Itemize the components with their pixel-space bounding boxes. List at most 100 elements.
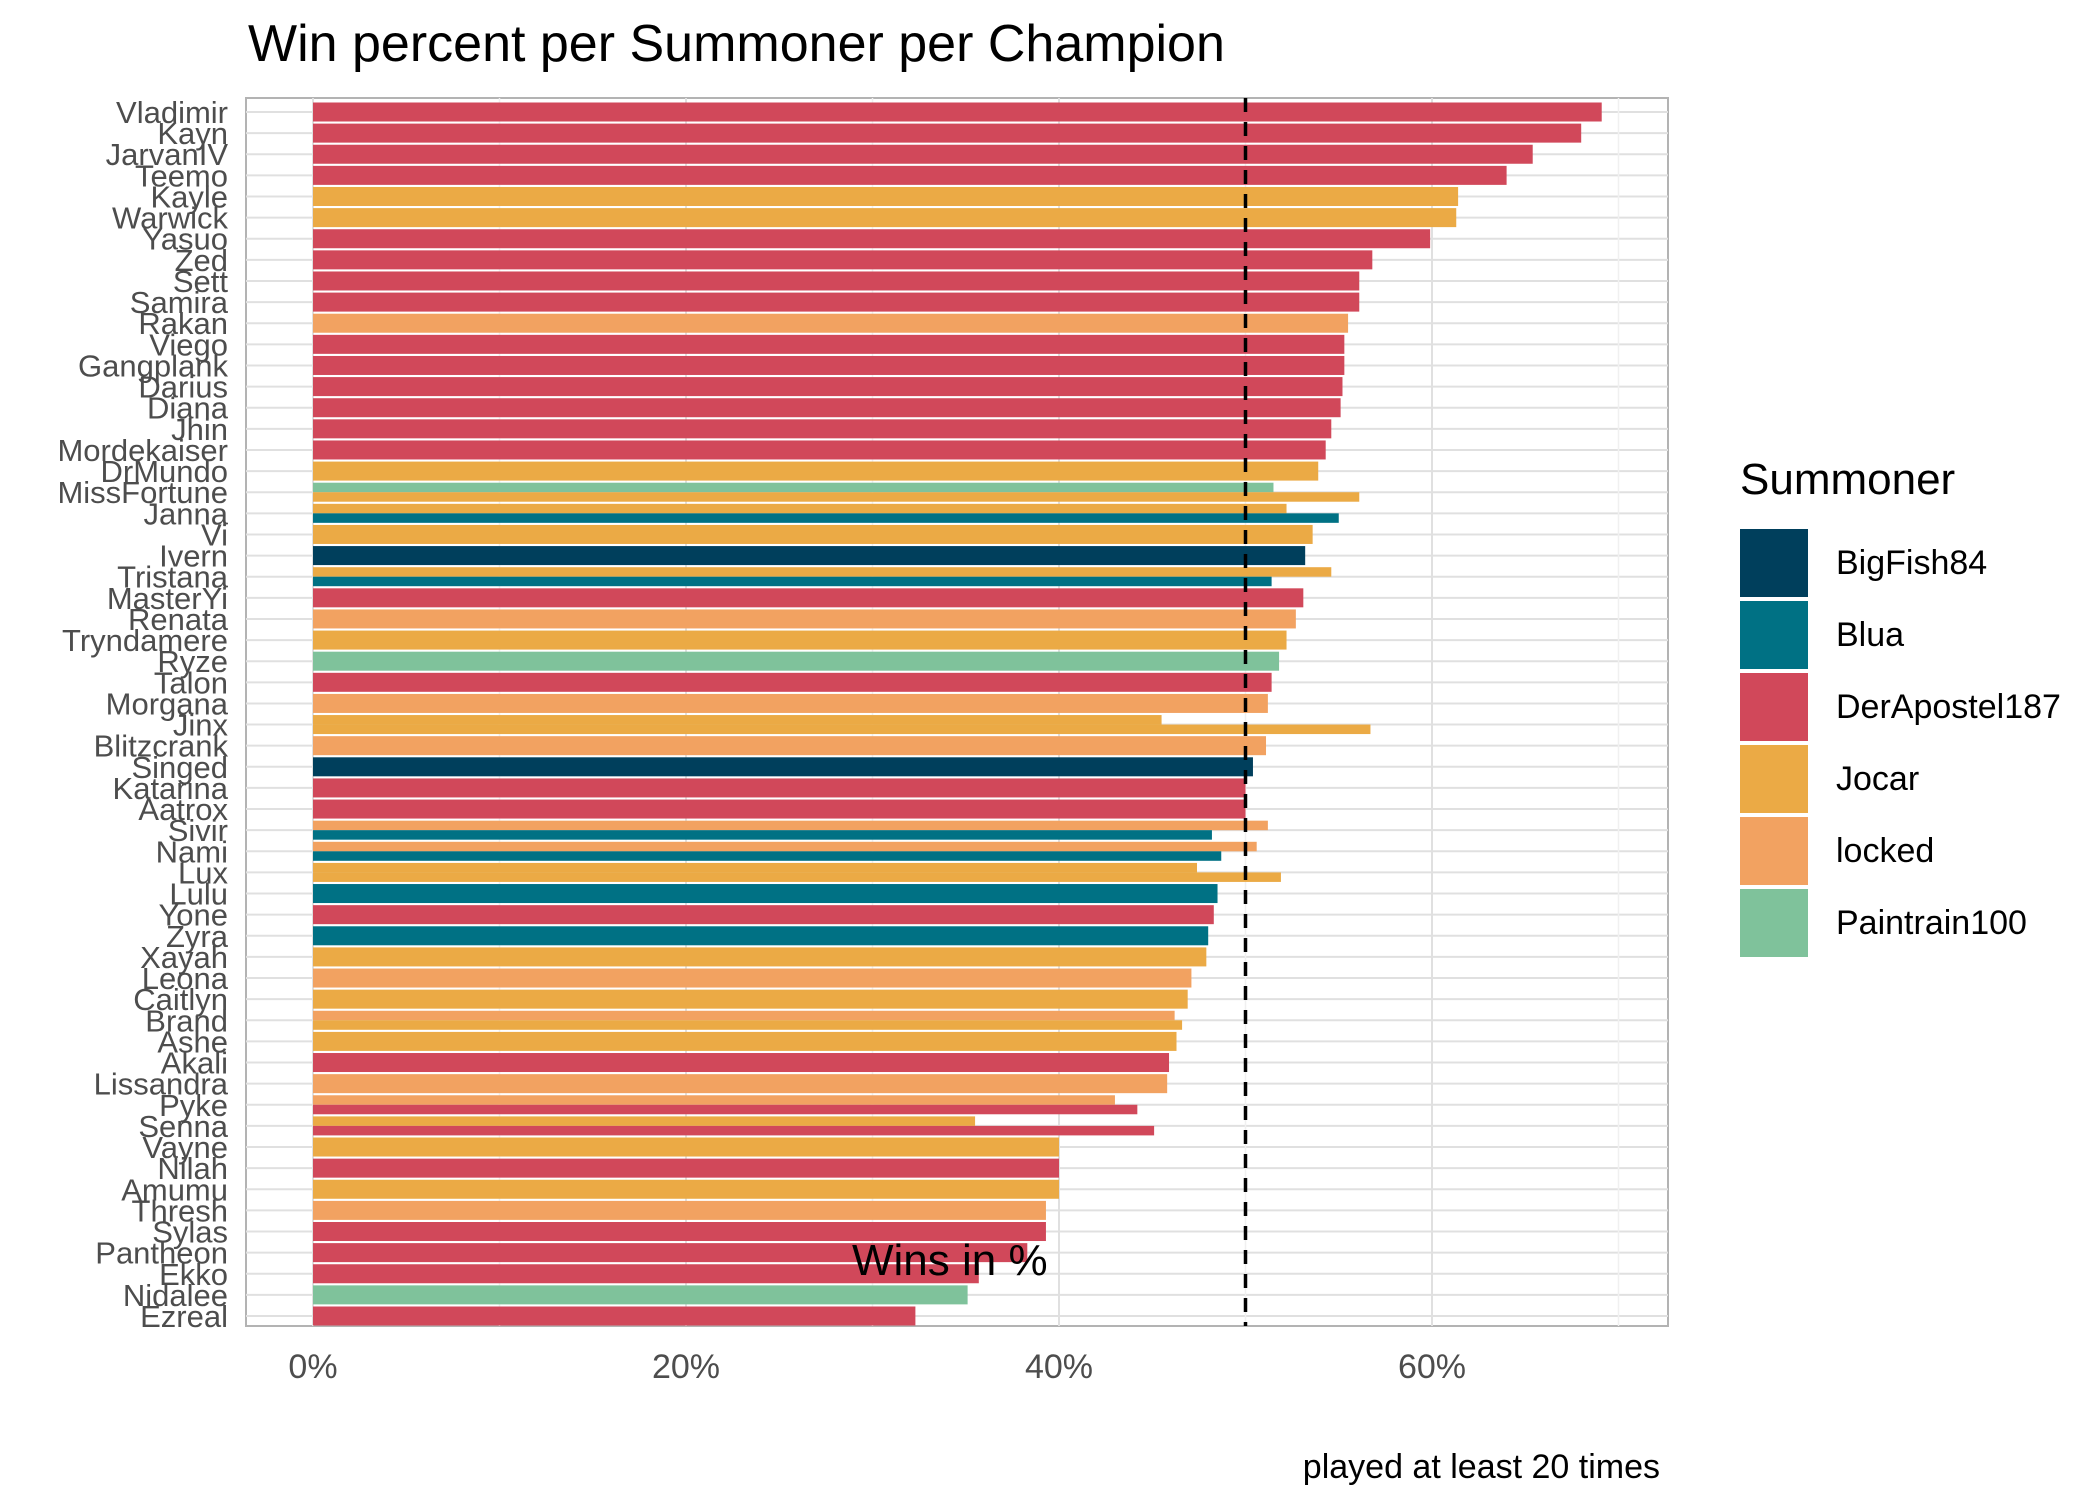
y-tick-label: Thresh: [132, 1193, 228, 1228]
bar: [313, 165, 1507, 185]
y-tick-label: Xayah: [140, 940, 228, 975]
y-tick-label: Kayle: [150, 179, 228, 214]
y-tick-label: Jinx: [173, 708, 229, 743]
y-tick-label: Jhin: [171, 412, 228, 447]
bar: [313, 1074, 1168, 1094]
y-tick-label: Katarina: [113, 771, 229, 806]
legend: Summoner BigFish84 Blua DerApostel187 Jocar…: [1740, 455, 2061, 959]
y-tick-label: Renata: [128, 602, 229, 637]
bar: [313, 841, 1257, 852]
legend-item: Jocar: [1740, 743, 2061, 815]
y-tick-label: Lux: [178, 855, 228, 890]
y-tick-label: Lissandra: [94, 1067, 229, 1102]
x-tick-label: 60%: [1398, 1348, 1466, 1386]
bar: [313, 1053, 1170, 1073]
bar: [313, 778, 1246, 798]
y-tick-label: Ezreal: [140, 1299, 228, 1334]
bar: [313, 630, 1287, 650]
legend-key: [1740, 817, 1808, 885]
bar: [313, 292, 1360, 312]
bar: [313, 440, 1326, 460]
x-tick-label: 20%: [652, 1348, 720, 1386]
bar: [313, 884, 1218, 904]
chart-caption: played at least 20 times: [1302, 1448, 1660, 1486]
legend-title: Summoner: [1740, 455, 1956, 504]
legend-item: Paintrain100: [1740, 887, 2061, 959]
bar: [313, 1222, 1046, 1242]
y-tick-label: Amumu: [121, 1172, 228, 1207]
bar: [313, 524, 1313, 544]
y-tick-label: Sivir: [168, 813, 228, 848]
y-tick-label: MasterYi: [107, 581, 228, 616]
x-tick-labels: 0% 20% 40% 60%: [288, 1348, 1466, 1386]
bar: [313, 144, 1533, 164]
bar: [313, 1116, 976, 1126]
bar: [313, 546, 1306, 566]
bar: [313, 229, 1431, 249]
bar: [313, 1095, 1115, 1105]
bar: [313, 872, 1281, 882]
y-tick-label: Kayn: [157, 116, 228, 151]
bar: [313, 672, 1272, 692]
bar: [313, 926, 1209, 946]
bar: [313, 250, 1373, 270]
legend-label: Blua: [1836, 615, 1905, 654]
y-tick-label: Yone: [158, 898, 228, 933]
y-tick-label: Diana: [147, 391, 229, 426]
y-tick-label: Ryze: [157, 644, 228, 679]
y-tick-label: Darius: [138, 370, 228, 405]
legend-label: BigFish84: [1836, 543, 1988, 582]
y-tick-label: Viego: [149, 327, 228, 362]
bar: [313, 1020, 1183, 1030]
y-tick-label: Akali: [161, 1046, 228, 1081]
legend-item: BigFish84: [1740, 527, 2061, 599]
bar: [313, 208, 1457, 228]
y-tick-label: Brand: [145, 1003, 228, 1038]
bar: [313, 1264, 979, 1284]
y-tick-label: Nami: [156, 834, 228, 869]
y-tick-label: Gangplank: [78, 348, 228, 383]
bar: [313, 799, 1246, 819]
y-tick-label: Ashe: [157, 1024, 228, 1059]
bar: [313, 820, 1268, 831]
legend-label: Jocar: [1836, 759, 1920, 798]
bar: [313, 313, 1349, 333]
bar: [313, 398, 1341, 418]
y-tick-label: Tristana: [117, 560, 229, 595]
y-tick-label: Senna: [138, 1109, 228, 1144]
legend-label: locked: [1836, 831, 1935, 870]
bar: [313, 736, 1267, 756]
bar: [313, 851, 1222, 861]
bar: [313, 1125, 1155, 1136]
legend-key: [1740, 745, 1808, 813]
x-axis-label: Wins in %: [852, 1236, 1048, 1285]
bar: [313, 609, 1296, 629]
y-tick-label: Rakan: [138, 306, 228, 341]
legend-key: [1740, 529, 1808, 597]
bar: [313, 1010, 1175, 1021]
bar: [313, 503, 1287, 514]
y-tick-label: Warwick: [112, 201, 228, 236]
y-tick-label: Pantheon: [95, 1236, 228, 1271]
bar: [313, 724, 1371, 735]
bar: [313, 1200, 1046, 1220]
y-tick-label: Zed: [175, 243, 228, 278]
bar: [313, 482, 1274, 493]
bar: [313, 334, 1345, 354]
legend-item: Blua: [1740, 599, 2061, 671]
bar: [313, 567, 1332, 577]
legend-label: DerApostel187: [1836, 687, 2061, 726]
bar: [313, 1285, 968, 1305]
bar: [313, 588, 1304, 608]
y-tick-label: Aatrox: [138, 792, 228, 827]
bar: [313, 968, 1192, 988]
y-tick-label: Lulu: [169, 877, 228, 912]
y-tick-label: Tryndamere: [62, 623, 228, 658]
y-tick-label: Janna: [144, 496, 229, 531]
y-tick-label: Samira: [130, 285, 229, 320]
bar: [313, 989, 1188, 1009]
bar: [313, 102, 1602, 122]
y-tick-label: MissFortune: [57, 475, 228, 510]
y-tick-label: Talon: [154, 665, 228, 700]
x-tick-label: 40%: [1025, 1348, 1093, 1386]
